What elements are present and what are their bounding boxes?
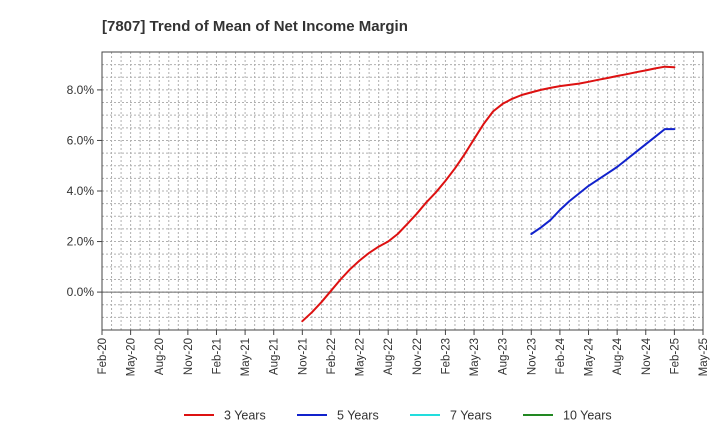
- x-tick-label: Nov-24: [641, 337, 653, 375]
- legend-label-3: 7 Years: [450, 409, 492, 423]
- y-tick-label: 6.0%: [67, 133, 95, 147]
- y-tick-label: 0.0%: [67, 285, 95, 299]
- x-tick-label: Aug-22: [383, 338, 395, 375]
- axes: 0.0% 2.0% 4.0% 6.0% 8.0% Feb-20 May-20 Aug-20 No…: [67, 51, 710, 376]
- x-tick-label: May-21: [240, 338, 252, 376]
- x-tick-label: Nov-20: [183, 338, 195, 375]
- x-tick-label: Nov-23: [526, 338, 538, 375]
- x-tick-label: Feb-22: [326, 338, 338, 374]
- legend: 3 Years 5 Years 7 Years 10 Years: [184, 409, 612, 423]
- x-tick-label: Feb-25: [669, 338, 681, 374]
- x-tick-label: Aug-23: [498, 338, 510, 375]
- grid: [101, 51, 704, 331]
- series-line-1: [301, 65, 676, 323]
- chart-title: [7807] Trend of Mean of Net Income Margi…: [102, 18, 408, 35]
- legend-label-1: 3 Years: [224, 409, 266, 423]
- x-tick-label: May-20: [126, 338, 138, 376]
- x-tick-label: Nov-22: [412, 338, 424, 375]
- series-lines: [301, 65, 676, 323]
- y-tick-label: 4.0%: [67, 184, 95, 198]
- x-tick-label: May-24: [584, 337, 596, 376]
- x-tick-label: Feb-21: [211, 338, 223, 374]
- y-tick-label: 2.0%: [67, 235, 95, 249]
- x-tick-label: Aug-24: [612, 337, 624, 375]
- legend-label-2: 5 Years: [337, 409, 379, 423]
- y-tick-label: 8.0%: [67, 83, 95, 97]
- legend-label-4: 10 Years: [563, 409, 612, 423]
- x-tick-label: Feb-20: [97, 338, 109, 374]
- x-tick-label: Feb-24: [555, 337, 567, 374]
- series-line-2: [530, 128, 676, 235]
- x-tick-label: May-22: [355, 338, 367, 376]
- x-tick-label: Aug-20: [154, 338, 166, 375]
- x-tick-label: Nov-21: [297, 338, 309, 375]
- x-tick-label: May-23: [469, 338, 481, 376]
- x-tick-label: Feb-23: [440, 338, 452, 374]
- x-tick-label: Aug-21: [269, 338, 281, 375]
- x-tick-label: May-25: [698, 338, 710, 376]
